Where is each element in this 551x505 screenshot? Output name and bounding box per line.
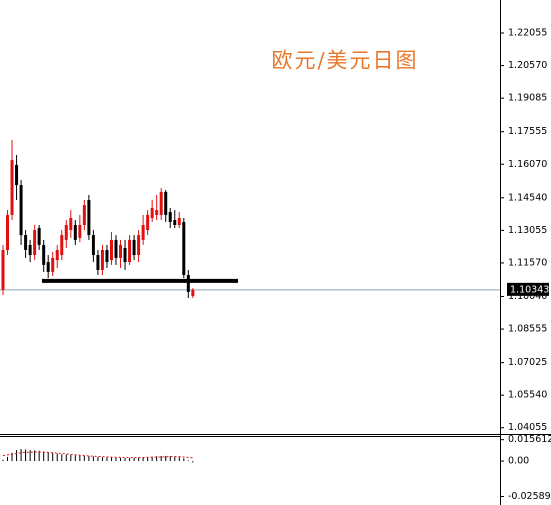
y-tick-label: 1.11570 [508, 257, 547, 268]
candle-body [109, 239, 113, 261]
candle-body [51, 257, 55, 272]
candle-body [6, 214, 10, 250]
y-tick-label: 0.00 [508, 456, 529, 467]
candle-body [46, 262, 50, 272]
candle-body [100, 249, 104, 270]
candle-body [73, 224, 77, 240]
candle-body [132, 239, 136, 256]
candle-body [137, 235, 141, 256]
candle-body [155, 210, 159, 215]
y-tick-label: 1.17555 [508, 126, 547, 137]
candle-body [42, 244, 46, 265]
chart-title: 欧元/美元日图 [271, 49, 418, 73]
candle-body [10, 160, 14, 215]
y-tick-label: 0.015612 [508, 434, 551, 445]
y-tick-label: 1.16070 [508, 159, 547, 170]
candle-body [128, 239, 132, 263]
candle-body [150, 207, 154, 218]
y-tick-label: 1.07025 [508, 357, 547, 368]
y-tick-label: 1.04055 [508, 422, 547, 433]
candle-body [159, 191, 163, 215]
y-tick-label: 1.10040 [508, 291, 547, 302]
candle-body [119, 244, 123, 258]
candle-body [141, 224, 145, 240]
candle-body [182, 221, 186, 275]
candle-body [28, 244, 32, 256]
candle-body [24, 235, 28, 250]
candle-body [123, 248, 127, 263]
candle-body [164, 191, 168, 215]
candle-body [55, 249, 59, 261]
y-tick-label: 1.19085 [508, 93, 547, 104]
candle-body [33, 230, 37, 256]
candle-body [105, 249, 109, 263]
candle-body [37, 228, 41, 245]
candle-body [78, 224, 82, 238]
candle-body [69, 217, 73, 231]
y-tick-label: 1.05540 [508, 390, 547, 401]
candle-body [82, 205, 86, 225]
y-tick-label: -0.025898 [508, 491, 551, 502]
candle-body [96, 255, 100, 270]
current-price-box [507, 282, 549, 296]
candle-body [91, 235, 95, 256]
candle-body [60, 235, 64, 256]
candle-body [177, 217, 181, 225]
candle-body [173, 219, 177, 225]
y-tick-label: 1.13055 [508, 225, 547, 236]
y-tick-label: 1.22055 [508, 28, 547, 39]
candle-body [64, 224, 68, 240]
y-tick-label: 1.20570 [508, 60, 547, 71]
candle-body [146, 214, 150, 231]
y-tick-label: 1.14540 [508, 192, 547, 203]
candle-body [114, 239, 118, 258]
candle-body [186, 274, 190, 292]
candle-body [87, 199, 91, 236]
candle-body [15, 164, 19, 186]
y-tick-label: 1.08555 [508, 324, 547, 335]
candle-body [168, 212, 172, 222]
current-price-label: 1.10343 [510, 284, 549, 295]
candle-body [191, 289, 195, 297]
candle-body [19, 185, 23, 236]
candle-body [1, 249, 5, 290]
